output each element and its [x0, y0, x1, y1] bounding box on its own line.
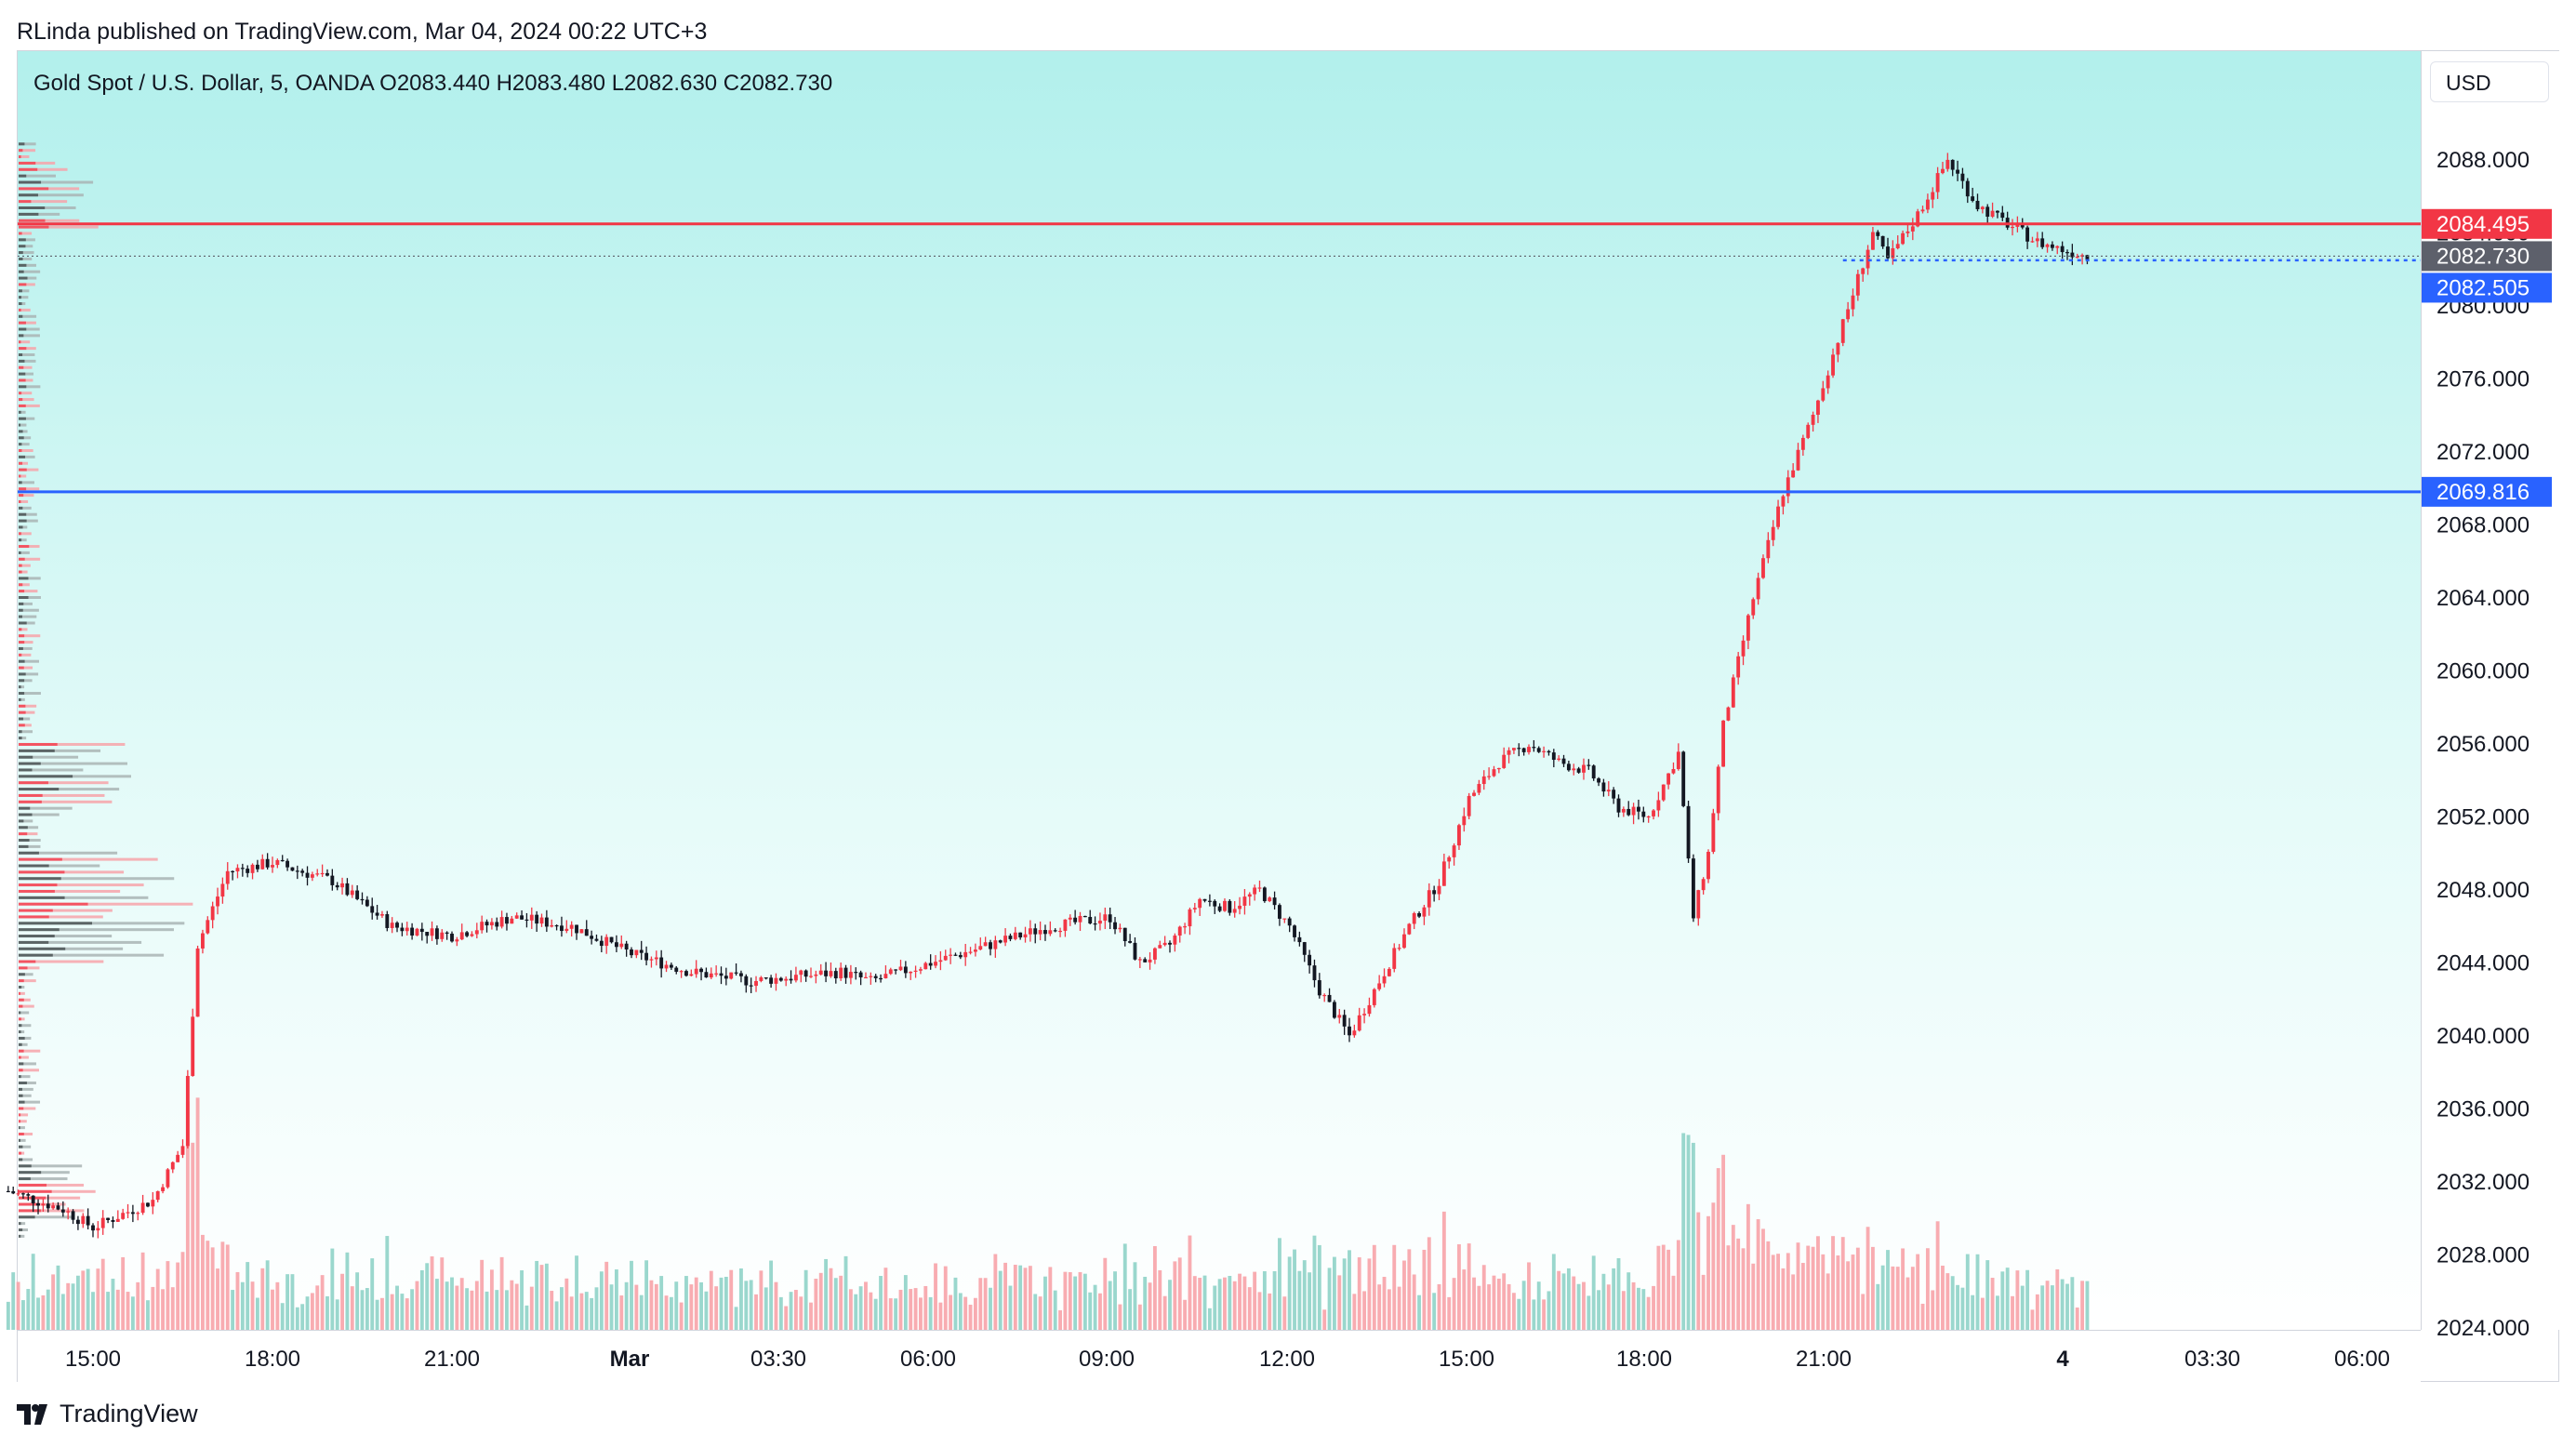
candle-body	[6, 1190, 10, 1193]
tradingview-logo-icon	[17, 1403, 47, 1425]
symbol-legend: Gold Spot / U.S. Dollar, 5, OANDA O2083.…	[33, 71, 833, 96]
publish-info: RLinda published on TradingView.com, Mar…	[17, 19, 708, 45]
brand-label: TradingView	[60, 1400, 198, 1427]
price-axis[interactable]	[2421, 51, 2559, 1330]
candle-body	[11, 1190, 16, 1194]
volume-bar	[6, 1301, 10, 1330]
currency-button[interactable]: USD	[2430, 61, 2549, 102]
brand[interactable]: TradingView	[17, 1400, 198, 1428]
time-axis[interactable]	[18, 1330, 2421, 1382]
plot-area[interactable]	[18, 51, 2421, 1330]
volume-bar	[11, 1272, 16, 1330]
